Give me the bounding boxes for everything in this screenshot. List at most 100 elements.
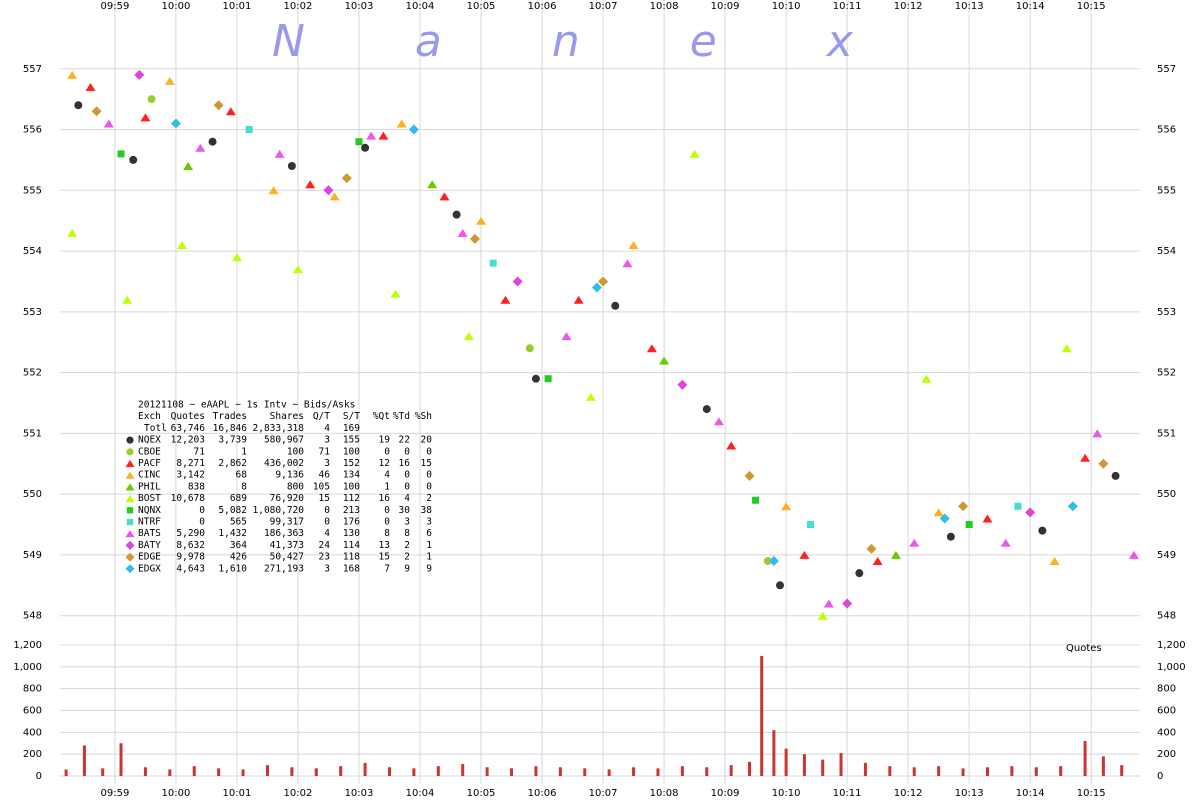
y-tick-label: 549 <box>23 550 42 561</box>
quote-marker <box>525 344 534 353</box>
table-cell: 12 <box>379 458 390 469</box>
quote-marker <box>140 113 151 122</box>
quote-marker <box>366 131 377 140</box>
x-tick-label: 10:00 <box>162 788 191 799</box>
quote-marker <box>573 295 584 304</box>
quote-marker <box>726 441 737 450</box>
legend-symbol <box>125 483 135 491</box>
x-tick-label: 10:01 <box>223 788 252 799</box>
volume-bar <box>656 768 660 776</box>
table-cell: 8,271 <box>176 458 205 469</box>
table-total: 169 <box>343 423 360 434</box>
volume-bar <box>705 767 709 776</box>
volume-bar <box>265 765 269 776</box>
table-cell: 112 <box>343 493 360 504</box>
quote-marker <box>781 502 792 511</box>
volume-bar <box>839 753 843 776</box>
table-cell: 176 <box>343 517 360 528</box>
x-tick-label: 09:59 <box>101 1 130 12</box>
table-cell: 8,632 <box>176 540 205 551</box>
quote-marker <box>1067 501 1078 512</box>
table-cell: 3 <box>426 517 432 528</box>
table-cell: 2,862 <box>218 458 247 469</box>
table-cell: 2 <box>426 493 432 504</box>
y-tick-label: 552 <box>23 368 42 379</box>
table-cell: 100 <box>343 481 360 492</box>
table-cell: 565 <box>230 517 247 528</box>
quote-marker <box>598 276 609 287</box>
legend-symbol <box>125 564 135 574</box>
quote-marker <box>396 119 407 128</box>
table-cell: 0 <box>404 481 410 492</box>
table-cell: 12,203 <box>171 435 205 446</box>
quote-marker <box>799 550 810 559</box>
x-tick-label: 10:11 <box>833 788 862 799</box>
x-tick-label: 10:01 <box>223 1 252 12</box>
table-cell: 0 <box>199 517 205 528</box>
quote-marker <box>909 538 920 547</box>
quote-marker <box>890 550 901 559</box>
y-tick-label-right: 1,000 <box>1157 662 1186 673</box>
x-tick-label: 10:12 <box>894 788 923 799</box>
table-cell: 6 <box>426 528 432 539</box>
table-cell: 22 <box>399 435 410 446</box>
y-tick-label: 556 <box>23 125 42 136</box>
stats-table: 20121108 ~ eAAPL ~ 1s Intv ~ Bids/AsksEx… <box>125 400 433 574</box>
table-cell: 155 <box>343 435 360 446</box>
table-cell: 30 <box>399 505 411 516</box>
table-cell: 0 <box>404 470 410 481</box>
y-tick-label-right: 0 <box>1157 771 1163 782</box>
quote-marker <box>1025 507 1036 518</box>
table-cell: 1,432 <box>218 528 247 539</box>
quote-marker <box>1049 557 1060 565</box>
table-cell: 3 <box>324 458 330 469</box>
x-tick-label: 10:03 <box>345 1 374 12</box>
quote-marker <box>225 107 236 116</box>
quote-marker <box>531 374 540 383</box>
table-cell: 800 <box>287 481 304 492</box>
quote-marker <box>921 374 932 383</box>
quote-marker <box>1038 526 1047 535</box>
table-cell: 9 <box>426 563 432 574</box>
y-tick-label: 554 <box>23 246 42 257</box>
quote-marker <box>147 95 156 104</box>
quote-marker <box>544 375 552 383</box>
quote-marker <box>183 162 194 170</box>
x-tick-label: 10:07 <box>589 1 618 12</box>
table-cell: 20 <box>421 435 433 446</box>
quote-marker <box>213 100 224 111</box>
quote-marker <box>305 180 316 189</box>
quote-marker <box>1092 429 1103 438</box>
volume-bar <box>412 768 416 776</box>
quote-marker <box>341 173 352 184</box>
table-cell: 0 <box>426 470 432 481</box>
quote-marker <box>982 514 993 523</box>
quote-marker <box>702 405 711 414</box>
quote-marker <box>561 332 572 341</box>
quote-marker <box>939 513 950 524</box>
table-cell: 9,136 <box>275 470 304 481</box>
quote-marker <box>1098 458 1109 469</box>
quote-marker <box>677 379 688 390</box>
legend-label: BOST <box>138 493 161 504</box>
table-cell: 3,142 <box>176 470 205 481</box>
table-cell: 8 <box>404 528 410 539</box>
table-header: %Qt <box>373 411 390 422</box>
quote-marker <box>1000 538 1011 547</box>
quote-marker <box>208 137 217 146</box>
legend-symbol <box>125 495 135 503</box>
table-cell: 1 <box>384 481 390 492</box>
x-tick-label: 10:12 <box>894 1 923 12</box>
volume-bar <box>82 745 86 776</box>
volume-bar <box>461 763 465 776</box>
y-tick-label-right: 556 <box>1157 125 1176 136</box>
volume-bar <box>168 769 172 776</box>
panel-label: Quotes <box>1066 643 1102 654</box>
x-tick-label: 10:06 <box>528 788 557 799</box>
x-tick-label: 09:59 <box>101 788 130 799</box>
quote-marker <box>622 259 633 268</box>
legend-symbol <box>126 518 134 526</box>
quote-marker <box>659 356 670 365</box>
quote-marker <box>872 557 883 565</box>
quote-marker <box>439 192 450 201</box>
